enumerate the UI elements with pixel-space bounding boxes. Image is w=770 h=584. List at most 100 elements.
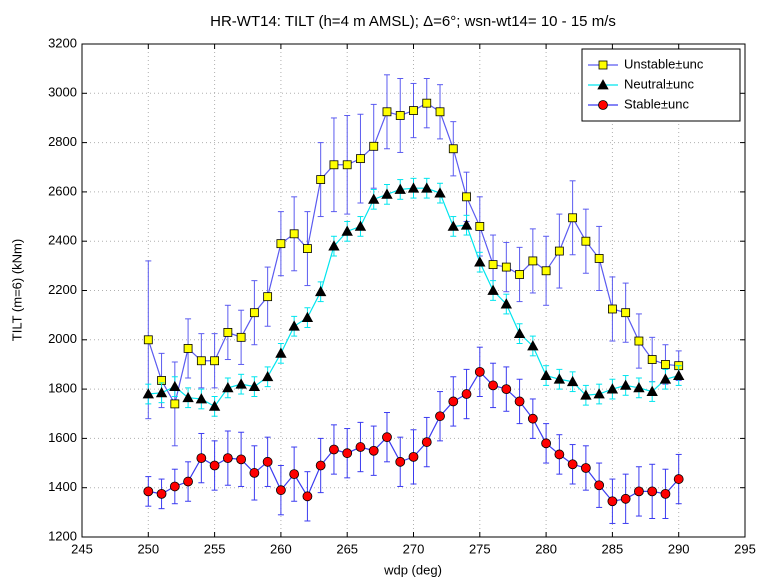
marker: [155, 386, 168, 398]
marker: [195, 393, 208, 404]
marker: [567, 459, 578, 470]
marker: [634, 486, 644, 497]
marker: [381, 188, 393, 199]
marker: [580, 389, 592, 400]
marker: [673, 369, 685, 380]
marker: [647, 355, 657, 364]
marker: [633, 382, 645, 393]
marker: [447, 220, 459, 231]
marker: [448, 144, 458, 154]
marker: [409, 106, 418, 115]
y-tick-label: 2200: [48, 282, 77, 297]
marker: [315, 285, 327, 297]
legend-label: Unstable±unc: [624, 56, 704, 71]
marker: [395, 111, 405, 120]
series: [142, 177, 685, 417]
marker: [315, 460, 326, 471]
y-tick-label: 3000: [48, 85, 77, 100]
marker: [659, 373, 672, 384]
marker: [329, 444, 339, 455]
marker: [236, 454, 247, 465]
marker: [475, 222, 485, 231]
marker: [528, 256, 538, 266]
marker: [501, 384, 512, 395]
x-tick-label: 265: [336, 541, 358, 556]
marker: [474, 256, 486, 267]
marker: [500, 298, 512, 309]
marker: [209, 460, 220, 471]
marker: [421, 182, 433, 193]
marker: [394, 183, 406, 194]
marker: [208, 400, 221, 411]
marker: [355, 442, 366, 452]
marker: [435, 107, 445, 117]
legend-marker: [598, 60, 608, 70]
marker: [289, 469, 300, 480]
marker: [263, 292, 273, 302]
marker: [594, 254, 604, 263]
marker: [249, 308, 259, 318]
marker: [580, 463, 591, 473]
marker: [527, 413, 538, 424]
marker: [156, 488, 167, 499]
marker: [236, 332, 246, 342]
marker: [594, 480, 605, 491]
marker: [554, 449, 565, 460]
marker: [593, 388, 605, 399]
marker: [660, 488, 671, 499]
marker: [182, 391, 194, 403]
marker: [514, 396, 525, 407]
marker: [661, 360, 670, 369]
y-tick-label: 2000: [48, 331, 77, 346]
marker: [382, 107, 392, 117]
marker: [222, 453, 233, 464]
marker: [275, 347, 287, 358]
marker: [368, 193, 380, 204]
y-tick-label: 2800: [48, 134, 77, 149]
marker: [566, 375, 579, 387]
chart-title: HR-WT14: TILT (h=4 m AMSL); Δ=6°; wsn-wt…: [210, 13, 616, 30]
y-tick-label: 1200: [48, 528, 77, 543]
marker: [210, 356, 220, 366]
marker: [341, 225, 353, 236]
marker: [553, 373, 566, 384]
x-axis-label: wdp (deg): [383, 562, 442, 577]
marker: [607, 496, 618, 507]
x-tick-label: 250: [137, 541, 159, 556]
marker: [223, 328, 233, 337]
marker: [621, 308, 631, 318]
legend-label: Stable±unc: [624, 96, 689, 111]
marker: [301, 311, 314, 323]
marker: [513, 327, 526, 339]
marker: [634, 336, 644, 346]
y-tick-label: 2400: [48, 233, 77, 248]
legend-marker: [598, 100, 608, 110]
x-tick-label: 275: [469, 541, 491, 556]
marker: [461, 389, 472, 399]
x-tick-label: 255: [204, 541, 226, 556]
marker: [235, 378, 247, 389]
marker: [196, 453, 207, 464]
marker: [488, 380, 498, 391]
marker: [435, 411, 445, 422]
legend-marker: [597, 79, 609, 90]
marker: [448, 396, 459, 407]
y-tick-label: 1800: [48, 381, 77, 396]
marker: [183, 344, 193, 353]
marker: [527, 340, 539, 351]
marker: [673, 474, 684, 484]
marker: [646, 385, 658, 396]
marker: [169, 380, 181, 392]
series: [143, 74, 684, 447]
marker: [302, 491, 313, 502]
marker: [342, 160, 352, 170]
marker: [329, 160, 339, 170]
marker: [620, 493, 631, 504]
legend-label: Neutral±unc: [624, 76, 695, 91]
marker: [275, 485, 286, 496]
marker: [608, 304, 617, 314]
marker: [143, 486, 154, 497]
marker: [434, 187, 446, 198]
marker: [316, 175, 326, 184]
marker: [328, 240, 340, 251]
